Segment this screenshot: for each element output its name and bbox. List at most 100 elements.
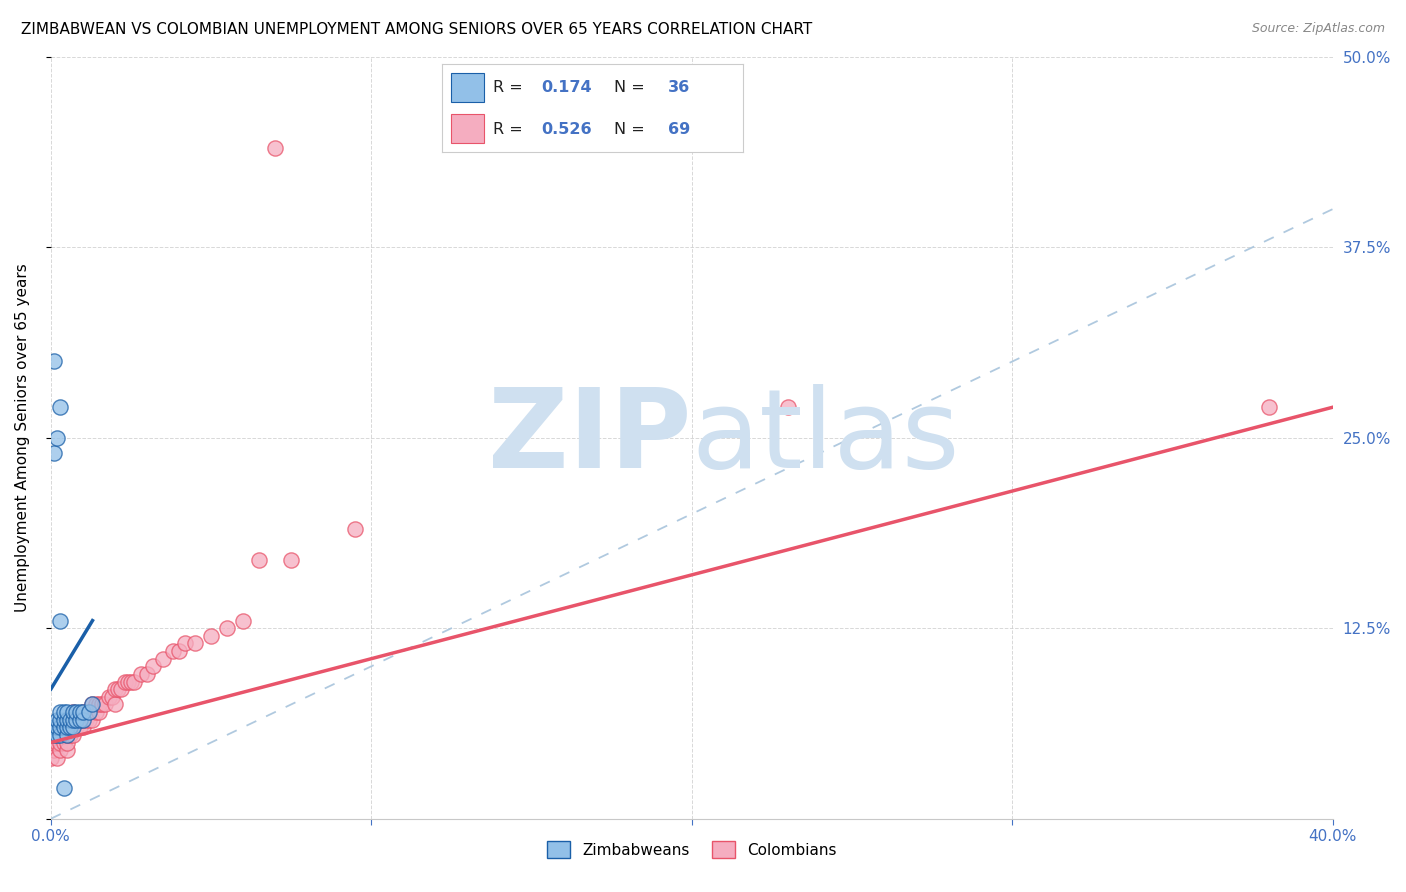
Point bbox=[91, 698, 114, 712]
Point bbox=[46, 713, 69, 727]
Point bbox=[46, 751, 69, 765]
Point bbox=[65, 705, 87, 719]
Point bbox=[69, 720, 91, 734]
Point bbox=[62, 720, 84, 734]
Point bbox=[49, 614, 72, 628]
Point bbox=[97, 690, 120, 704]
Point bbox=[104, 698, 127, 712]
Point bbox=[72, 705, 94, 719]
Point bbox=[56, 713, 79, 727]
Point bbox=[46, 720, 69, 734]
Point bbox=[52, 720, 75, 734]
Point bbox=[42, 720, 65, 734]
Point bbox=[56, 713, 79, 727]
Point bbox=[264, 141, 287, 155]
Text: ZIMBABWEAN VS COLOMBIAN UNEMPLOYMENT AMONG SENIORS OVER 65 YEARS CORRELATION CHA: ZIMBABWEAN VS COLOMBIAN UNEMPLOYMENT AMO… bbox=[21, 22, 813, 37]
Point bbox=[65, 720, 87, 734]
Point bbox=[232, 614, 254, 628]
Point bbox=[56, 728, 79, 742]
Point bbox=[49, 705, 72, 719]
Point bbox=[87, 698, 110, 712]
Point bbox=[52, 781, 75, 796]
Point bbox=[49, 743, 72, 757]
Point bbox=[69, 705, 91, 719]
Point bbox=[87, 705, 110, 719]
Point bbox=[62, 720, 84, 734]
Point bbox=[52, 705, 75, 719]
Point bbox=[39, 728, 62, 742]
Point bbox=[136, 667, 159, 681]
Point bbox=[69, 713, 91, 727]
Text: ZIP: ZIP bbox=[488, 384, 692, 491]
Point bbox=[114, 674, 136, 689]
Point bbox=[59, 728, 82, 742]
Point bbox=[129, 667, 152, 681]
Point bbox=[152, 651, 174, 665]
Point bbox=[200, 629, 222, 643]
Point bbox=[62, 713, 84, 727]
Point bbox=[42, 743, 65, 757]
Y-axis label: Unemployment Among Seniors over 65 years: Unemployment Among Seniors over 65 years bbox=[15, 263, 30, 612]
Point bbox=[72, 705, 94, 719]
Point bbox=[46, 728, 69, 742]
Point bbox=[122, 674, 145, 689]
Point bbox=[107, 682, 129, 697]
Point bbox=[167, 644, 190, 658]
Point bbox=[59, 720, 82, 734]
Point bbox=[62, 705, 84, 719]
Point bbox=[69, 713, 91, 727]
Point bbox=[52, 713, 75, 727]
Point bbox=[280, 552, 302, 566]
Legend: Zimbabweans, Colombians: Zimbabweans, Colombians bbox=[541, 835, 844, 864]
Point bbox=[49, 720, 72, 734]
Point bbox=[52, 735, 75, 749]
Point bbox=[46, 735, 69, 749]
Point bbox=[75, 705, 97, 719]
Point bbox=[65, 713, 87, 727]
Point bbox=[344, 522, 367, 536]
Point bbox=[247, 552, 270, 566]
Point bbox=[84, 698, 107, 712]
Point bbox=[72, 713, 94, 727]
Point bbox=[56, 728, 79, 742]
Point bbox=[42, 446, 65, 460]
Point bbox=[79, 705, 101, 719]
Point bbox=[79, 705, 101, 719]
Point bbox=[49, 713, 72, 727]
Point bbox=[72, 713, 94, 727]
Point bbox=[65, 713, 87, 727]
Point bbox=[174, 636, 197, 650]
Point bbox=[104, 682, 127, 697]
Point bbox=[117, 674, 139, 689]
Point bbox=[39, 751, 62, 765]
Point bbox=[72, 720, 94, 734]
Point bbox=[46, 728, 69, 742]
Point bbox=[217, 621, 239, 635]
Point bbox=[62, 728, 84, 742]
Point bbox=[59, 720, 82, 734]
Point bbox=[52, 720, 75, 734]
Point bbox=[100, 690, 122, 704]
Point bbox=[52, 728, 75, 742]
Point bbox=[84, 705, 107, 719]
Point bbox=[49, 401, 72, 415]
Point bbox=[42, 354, 65, 368]
Point bbox=[42, 735, 65, 749]
Point bbox=[49, 728, 72, 742]
Point bbox=[120, 674, 142, 689]
Point bbox=[79, 713, 101, 727]
Point bbox=[82, 698, 104, 712]
Point bbox=[62, 713, 84, 727]
Point bbox=[82, 713, 104, 727]
Point bbox=[56, 735, 79, 749]
Point bbox=[46, 431, 69, 445]
Point bbox=[59, 713, 82, 727]
Point bbox=[82, 698, 104, 712]
Point bbox=[184, 636, 207, 650]
Point bbox=[49, 720, 72, 734]
Point bbox=[56, 743, 79, 757]
Point bbox=[56, 720, 79, 734]
Point bbox=[42, 728, 65, 742]
Point bbox=[94, 698, 117, 712]
Point bbox=[49, 728, 72, 742]
